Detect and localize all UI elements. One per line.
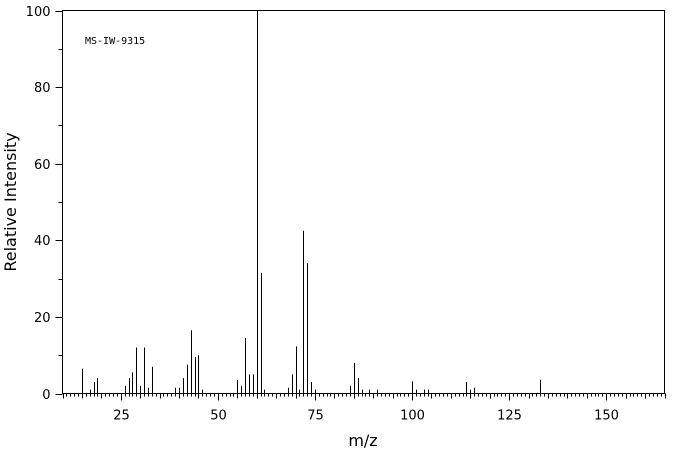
y-tick-label: 40 bbox=[34, 234, 51, 249]
y-tick-label: 60 bbox=[34, 158, 51, 173]
x-tick-label: 100 bbox=[400, 409, 425, 424]
y-tick-label: 0 bbox=[42, 388, 50, 403]
x-axis-title: m/z bbox=[348, 431, 377, 450]
x-tick-label: 125 bbox=[497, 409, 522, 424]
x-tick-label: 150 bbox=[594, 409, 619, 424]
y-tick-label: 20 bbox=[34, 311, 51, 326]
y-tick-label: 80 bbox=[34, 81, 51, 96]
x-tick-label: 50 bbox=[210, 409, 227, 424]
x-tick-label: 25 bbox=[113, 409, 130, 424]
ticks-group: 25 50 75 100 125 150 0 20 40 60 80 100 bbox=[26, 5, 666, 424]
spectrum-id-annotation: MS-IW-9315 bbox=[85, 36, 145, 47]
plot-frame bbox=[62, 10, 665, 394]
peaks-group bbox=[82, 10, 541, 394]
y-tick-label: 100 bbox=[26, 5, 51, 20]
x-tick-label: 75 bbox=[307, 409, 324, 424]
y-axis-title: Relative Intensity bbox=[1, 132, 20, 271]
